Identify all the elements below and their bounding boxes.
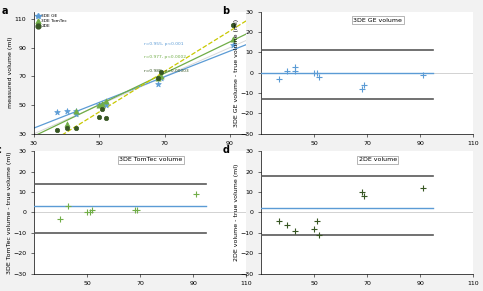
Point [229, 37, 237, 41]
Point [72, 111, 80, 116]
Legend: 3DE GE, 3DE TomTec, 2DE: 3DE GE, 3DE TomTec, 2DE [36, 14, 68, 29]
X-axis label: true volume (ml): true volume (ml) [341, 152, 394, 157]
Point [157, 70, 165, 74]
Point [95, 103, 103, 107]
Point [72, 126, 80, 130]
Point [154, 75, 162, 80]
Point [63, 109, 71, 113]
Point [157, 74, 165, 79]
Text: b: b [223, 6, 230, 15]
Text: d: d [223, 145, 229, 155]
Point [360, 83, 369, 87]
Text: r=0.988, p<0.00003: r=0.988, p<0.00003 [144, 68, 189, 72]
Point [292, 68, 299, 73]
Text: 3DE TomTec volume: 3DE TomTec volume [119, 157, 182, 162]
Y-axis label: 3DE TomTec volume - true volume (ml): 3DE TomTec volume - true volume (ml) [7, 151, 12, 274]
Text: 3DE GE volume: 3DE GE volume [353, 18, 402, 23]
Y-axis label: 3DE GE volume - true volume (ml): 3DE GE volume - true volume (ml) [234, 19, 239, 127]
Point [99, 101, 106, 106]
Point [95, 103, 103, 107]
Point [72, 109, 80, 113]
Point [360, 194, 369, 198]
Text: a: a [2, 6, 8, 15]
Point [358, 190, 366, 194]
Point [275, 77, 283, 81]
Point [102, 98, 110, 103]
Point [154, 81, 162, 86]
Point [53, 127, 60, 132]
Point [315, 233, 323, 237]
Point [192, 192, 200, 196]
Point [95, 114, 103, 119]
Point [313, 70, 321, 75]
Y-axis label: measured volume (ml): measured volume (ml) [8, 37, 13, 109]
Point [133, 208, 142, 213]
Point [63, 121, 71, 126]
Point [157, 75, 165, 80]
Point [284, 68, 291, 73]
Point [419, 72, 427, 77]
Point [315, 74, 323, 79]
Point [65, 204, 72, 209]
Point [275, 218, 283, 223]
Point [358, 87, 366, 91]
Point [229, 42, 237, 47]
Point [131, 208, 139, 213]
Point [310, 70, 318, 75]
Text: r=0.955, p<0.001: r=0.955, p<0.001 [144, 42, 184, 46]
Point [99, 101, 106, 106]
Point [57, 216, 64, 221]
Point [102, 116, 110, 120]
Y-axis label: 2DE volume - true volume (ml): 2DE volume - true volume (ml) [234, 164, 239, 261]
Point [53, 110, 60, 115]
Point [72, 109, 80, 113]
Text: c: c [0, 145, 1, 155]
X-axis label: true volume (ml): true volume (ml) [114, 152, 167, 157]
Point [292, 64, 299, 69]
Point [313, 218, 321, 223]
Text: 2DE volume: 2DE volume [359, 157, 397, 162]
Text: r=0.977, p<0.0002: r=0.977, p<0.0002 [144, 55, 186, 59]
Point [310, 226, 318, 231]
Point [102, 103, 110, 107]
Point [99, 107, 106, 112]
Point [292, 228, 299, 233]
Point [83, 210, 91, 215]
Point [88, 208, 96, 213]
Point [154, 75, 162, 80]
Point [86, 210, 94, 215]
Point [63, 126, 71, 130]
Point [284, 222, 291, 227]
Point [419, 186, 427, 190]
Point [229, 22, 237, 27]
